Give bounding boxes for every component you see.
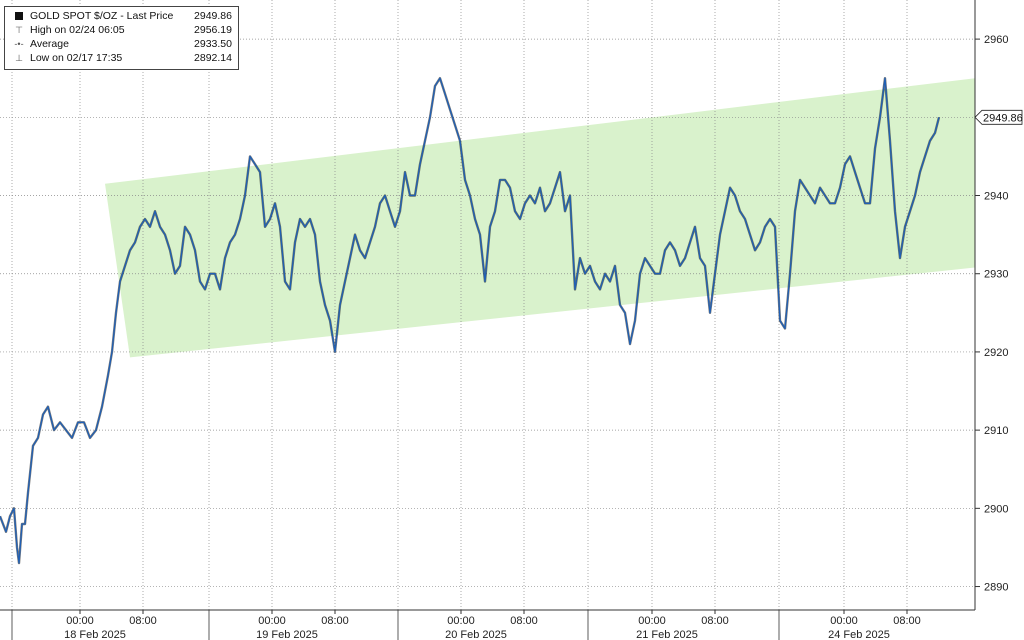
legend-row-average: -•- Average 2933.50 (5, 38, 238, 51)
legend-title-row: GOLD SPOT $/OZ - Last Price 2949.86 (5, 10, 238, 23)
x-tick-label: 08:00 (701, 615, 729, 627)
x-day-label: 20 Feb 2025 (445, 629, 507, 640)
last-price-tag (974, 109, 1023, 125)
price-line (0, 77, 940, 564)
trend-channel (105, 78, 975, 358)
legend-low-label: Low on 02/17 17:35 (30, 52, 123, 64)
x-tick-label: 00:00 (66, 615, 94, 627)
trend-channel-layer (105, 78, 975, 358)
y-tick-label: 2920 (984, 347, 1008, 359)
high-marker-icon: ⊤ (15, 25, 23, 35)
legend-average-value: 2933.50 (194, 38, 232, 50)
y-tick-label: 2930 (984, 269, 1008, 281)
y-tick-label: 2910 (984, 425, 1008, 437)
legend-row-high: ⊤ High on 02/24 06:05 2956.19 (5, 24, 238, 37)
x-tick-label: 08:00 (510, 615, 538, 627)
x-tick-label: 00:00 (447, 615, 475, 627)
x-tick-label: 00:00 (638, 615, 666, 627)
y-tick-label: 2900 (984, 503, 1008, 515)
legend-row-low: ⊥ Low on 02/17 17:35 2892.14 (5, 52, 238, 65)
x-tick-label: 08:00 (321, 615, 349, 627)
x-tick-label: 00:00 (830, 615, 858, 627)
y-tick-label: 2890 (984, 582, 1008, 594)
x-tick-label: 08:00 (893, 615, 921, 627)
legend-average-label: Average (30, 38, 69, 50)
price-line-layer (0, 77, 941, 565)
x-tick-label: 00:00 (258, 615, 286, 627)
legend-high-label: High on 02/24 06:05 (30, 24, 125, 36)
y-tick-label: 2940 (984, 191, 1008, 203)
legend-title: GOLD SPOT $/OZ - Last Price (30, 10, 174, 22)
y-tick-label: 2960 (984, 34, 1008, 46)
chart-legend: GOLD SPOT $/OZ - Last Price 2949.86 ⊤ Hi… (4, 6, 239, 70)
legend-high-value: 2956.19 (194, 24, 232, 36)
x-tick-label: 08:00 (129, 615, 157, 627)
x-day-label: 19 Feb 2025 (256, 629, 318, 640)
series-square-icon (11, 10, 27, 23)
legend-low-value: 2892.14 (194, 52, 232, 64)
x-day-label: 21 Feb 2025 (636, 629, 698, 640)
average-line-icon: -•- (14, 39, 24, 49)
low-marker-icon: ⊥ (15, 53, 23, 63)
x-day-label: 18 Feb 2025 (64, 629, 126, 640)
last-price-tag-label: 2949.86 (983, 112, 1023, 124)
legend-last-value: 2949.86 (194, 10, 232, 22)
x-day-label: 24 Feb 2025 (828, 629, 890, 640)
